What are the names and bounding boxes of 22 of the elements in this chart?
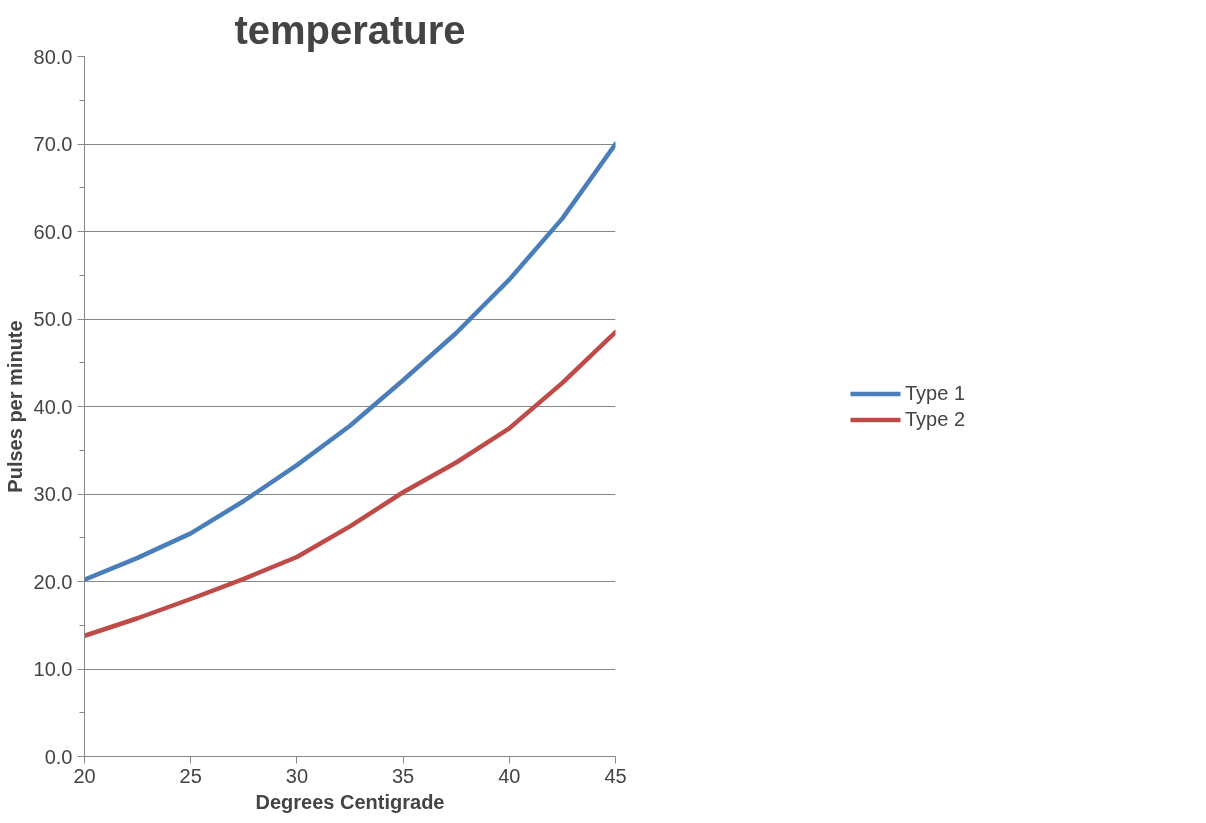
y-tick-label: 20.0: [33, 570, 73, 593]
y-axis-title: Pulses per minute: [3, 320, 26, 493]
x-tick-label: 45: [604, 764, 627, 787]
y-tick-label: 0.0: [44, 745, 73, 768]
line-series: [84, 141, 616, 582]
x-tick-label: 25: [179, 764, 202, 787]
y-tick-label: 70.0: [33, 133, 73, 155]
y-tick-label: 60.0: [33, 220, 73, 243]
y-tick-label: 40.0: [33, 395, 73, 418]
y-tick-label: 10.0: [33, 658, 73, 680]
x-tick-label: 35: [391, 764, 415, 787]
legend-label: Type 1: [904, 381, 966, 405]
line-series: [84, 329, 616, 638]
legend-label: Type 2: [904, 407, 966, 431]
x-tick-label: 30: [285, 764, 309, 787]
x-axis-title: Degrees Centigrade: [255, 790, 445, 813]
y-tick-label: 50.0: [33, 308, 73, 330]
y-tick-label: 80.0: [33, 45, 73, 68]
x-tick-label: 40: [498, 764, 521, 787]
y-tick-label: 30.0: [33, 483, 73, 505]
chart-title: temperature: [234, 7, 466, 52]
x-tick-label: 20: [73, 764, 96, 787]
